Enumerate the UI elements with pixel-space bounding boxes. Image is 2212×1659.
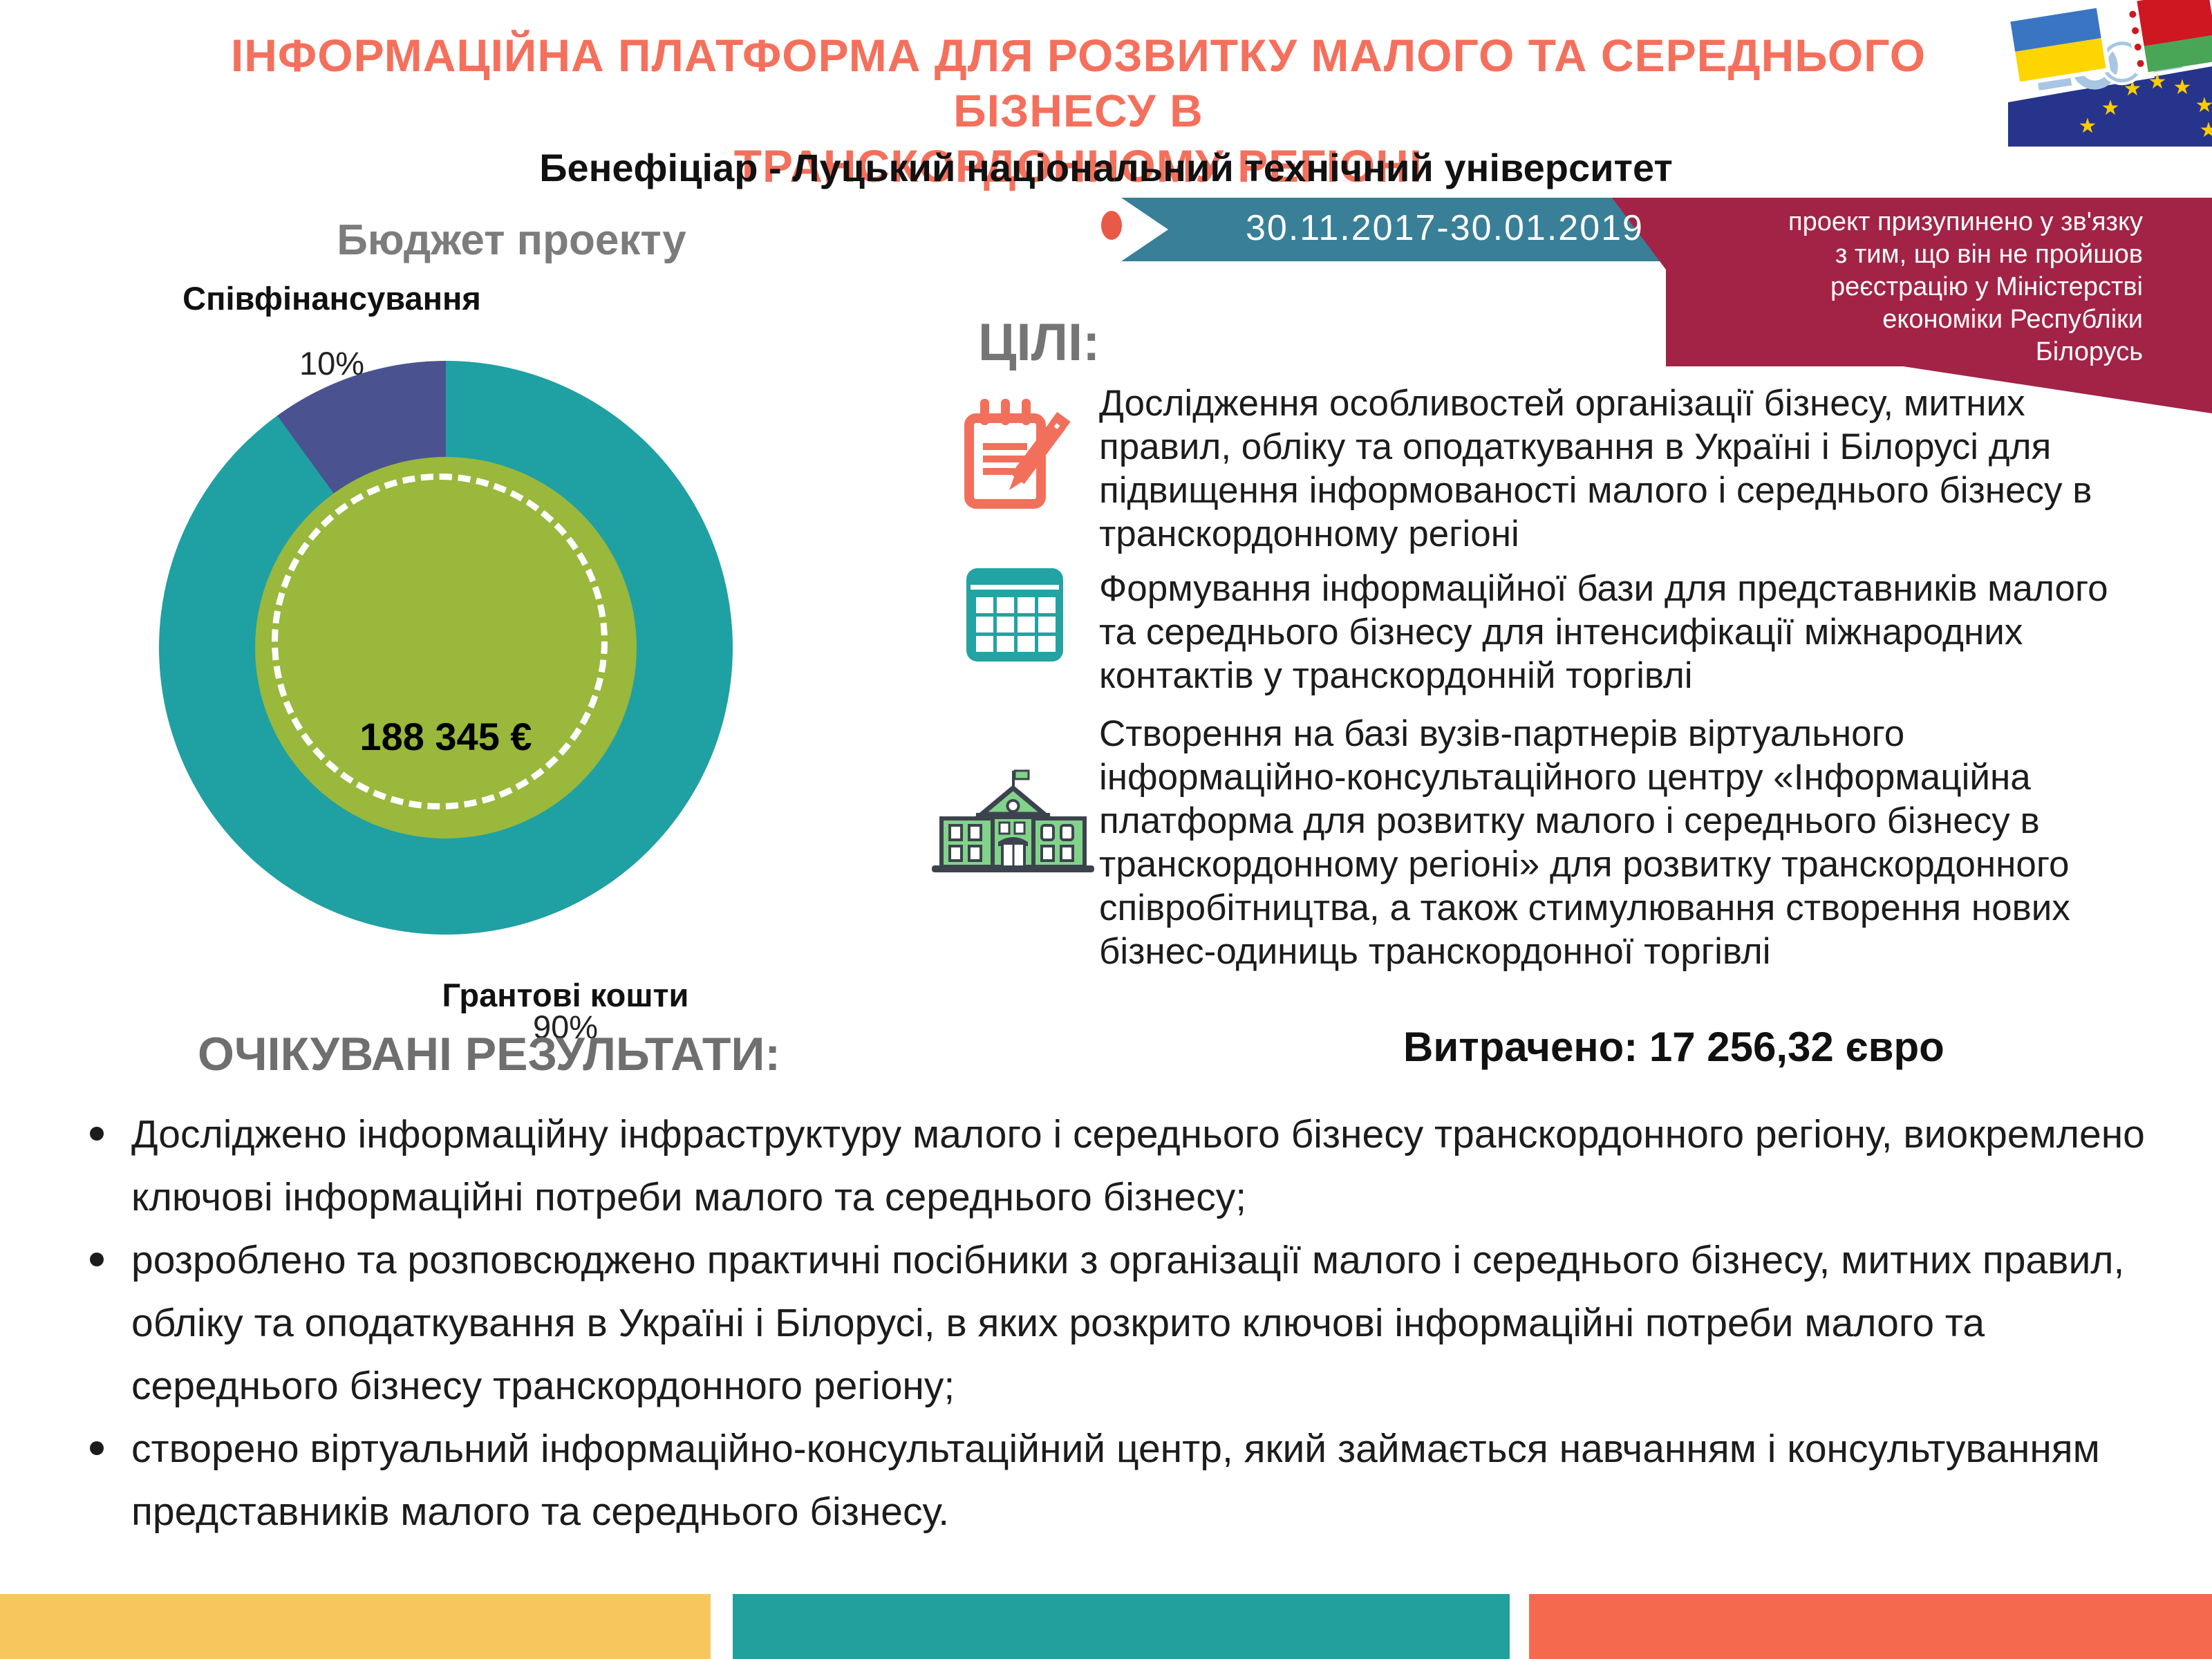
result-item: Досліджено інформаційну інфраструктуру м… — [83, 1103, 2164, 1229]
spent-amount: Витрачено: 17 256,32 євро — [1403, 1024, 1944, 1070]
footer-bar-yellow — [0, 1594, 711, 1659]
university-building-icon — [932, 769, 1094, 879]
eu-stars: ★ ★ ★ ★ ★ ★ ★ — [2079, 70, 2212, 142]
date-ribbon — [1121, 198, 1770, 261]
project-dates: 30.11.2017-30.01.2019 — [1246, 208, 1644, 248]
goal-item-3: Створення на базі вузів-партнерів віртуа… — [1099, 713, 2070, 972]
suspension-note: проект призупинено у зв'язку з тим, що в… — [1788, 207, 2143, 366]
ukraine-flag — [2005, 3, 2111, 87]
beneficiary-subtitle: Бенефіціар - Луцький національний техніч… — [539, 146, 1673, 189]
page-title: ІНФОРМАЦІЙНА ПЛАТФОРМА ДЛЯ РОЗВИТКУ МАЛО… — [124, 28, 2032, 194]
page-title-line2: ТРАНСКОРДОННОМУ РЕГІОНІ — [733, 140, 1423, 191]
goal-item-2: Формування інформаційної бази для предст… — [1099, 568, 2108, 696]
budget-total-value: 188 345 € — [359, 715, 532, 758]
results-heading: ОЧІКУВАНІ РЕЗУЛЬТАТИ: — [198, 1028, 780, 1080]
result-item-text: Досліджено інформаційну інфраструктуру м… — [131, 1112, 2145, 1219]
result-item-text: розроблено та розповсюджено практичні по… — [131, 1238, 2125, 1408]
svg-text:★: ★ — [2195, 93, 2212, 118]
grant-label: Грантові кошти — [442, 977, 689, 1013]
notepad-pencil-icon — [961, 397, 1071, 515]
result-item: створено віртуальний інформаційно-консул… — [83, 1418, 2164, 1544]
bullet-dot — [90, 1253, 104, 1266]
budget-heading: Бюджет проекту — [337, 216, 686, 264]
result-item-text: створено віртуальний інформаційно-консул… — [131, 1427, 2100, 1534]
eu-flag — [2008, 66, 2212, 147]
page-title-line1: ІНФОРМАЦІЙНА ПЛАТФОРМА ДЛЯ РОЗВИТКУ МАЛО… — [230, 30, 1927, 136]
pencil — [1009, 411, 1071, 490]
bullet-dot — [90, 1441, 104, 1455]
result-item: розроблено та розповсюджено практичні по… — [83, 1229, 2164, 1418]
results-list: Досліджено інформаційну інфраструктуру м… — [83, 1103, 2164, 1544]
footer-bar-teal — [733, 1594, 1510, 1659]
timeline-ribbon-graphic — [1092, 180, 2212, 446]
svg-text:★: ★ — [2200, 118, 2212, 142]
grant-value: 90% — [532, 1009, 599, 1045]
donut-center-disc: 188 345 € — [255, 457, 637, 838]
donut-dashed-ring — [272, 474, 608, 809]
svg-text:★: ★ — [2101, 96, 2120, 120]
bullet-dot — [90, 1127, 104, 1141]
svg-text:★: ★ — [2079, 114, 2097, 138]
suspension-banner — [1612, 198, 2212, 413]
ukraine-eu-belarus-chain-logo: ★ ★ ★ ★ ★ ★ ★ — [2005, 0, 2212, 150]
footer-bar-coral — [1529, 1594, 2212, 1659]
calendar-grid-icon — [966, 568, 1063, 665]
cofinancing-label: Співфінансування — [182, 280, 481, 317]
svg-text:★: ★ — [2173, 75, 2192, 100]
budget-donut-chart: 188 345 € — [159, 361, 733, 935]
goals-heading: ЦІЛІ: — [978, 313, 1100, 372]
timeline-marker-dot — [1101, 211, 1122, 240]
belarus-flag — [2124, 0, 2212, 75]
goal-item-1: Дослідження особливостей організації біз… — [1099, 383, 2092, 554]
